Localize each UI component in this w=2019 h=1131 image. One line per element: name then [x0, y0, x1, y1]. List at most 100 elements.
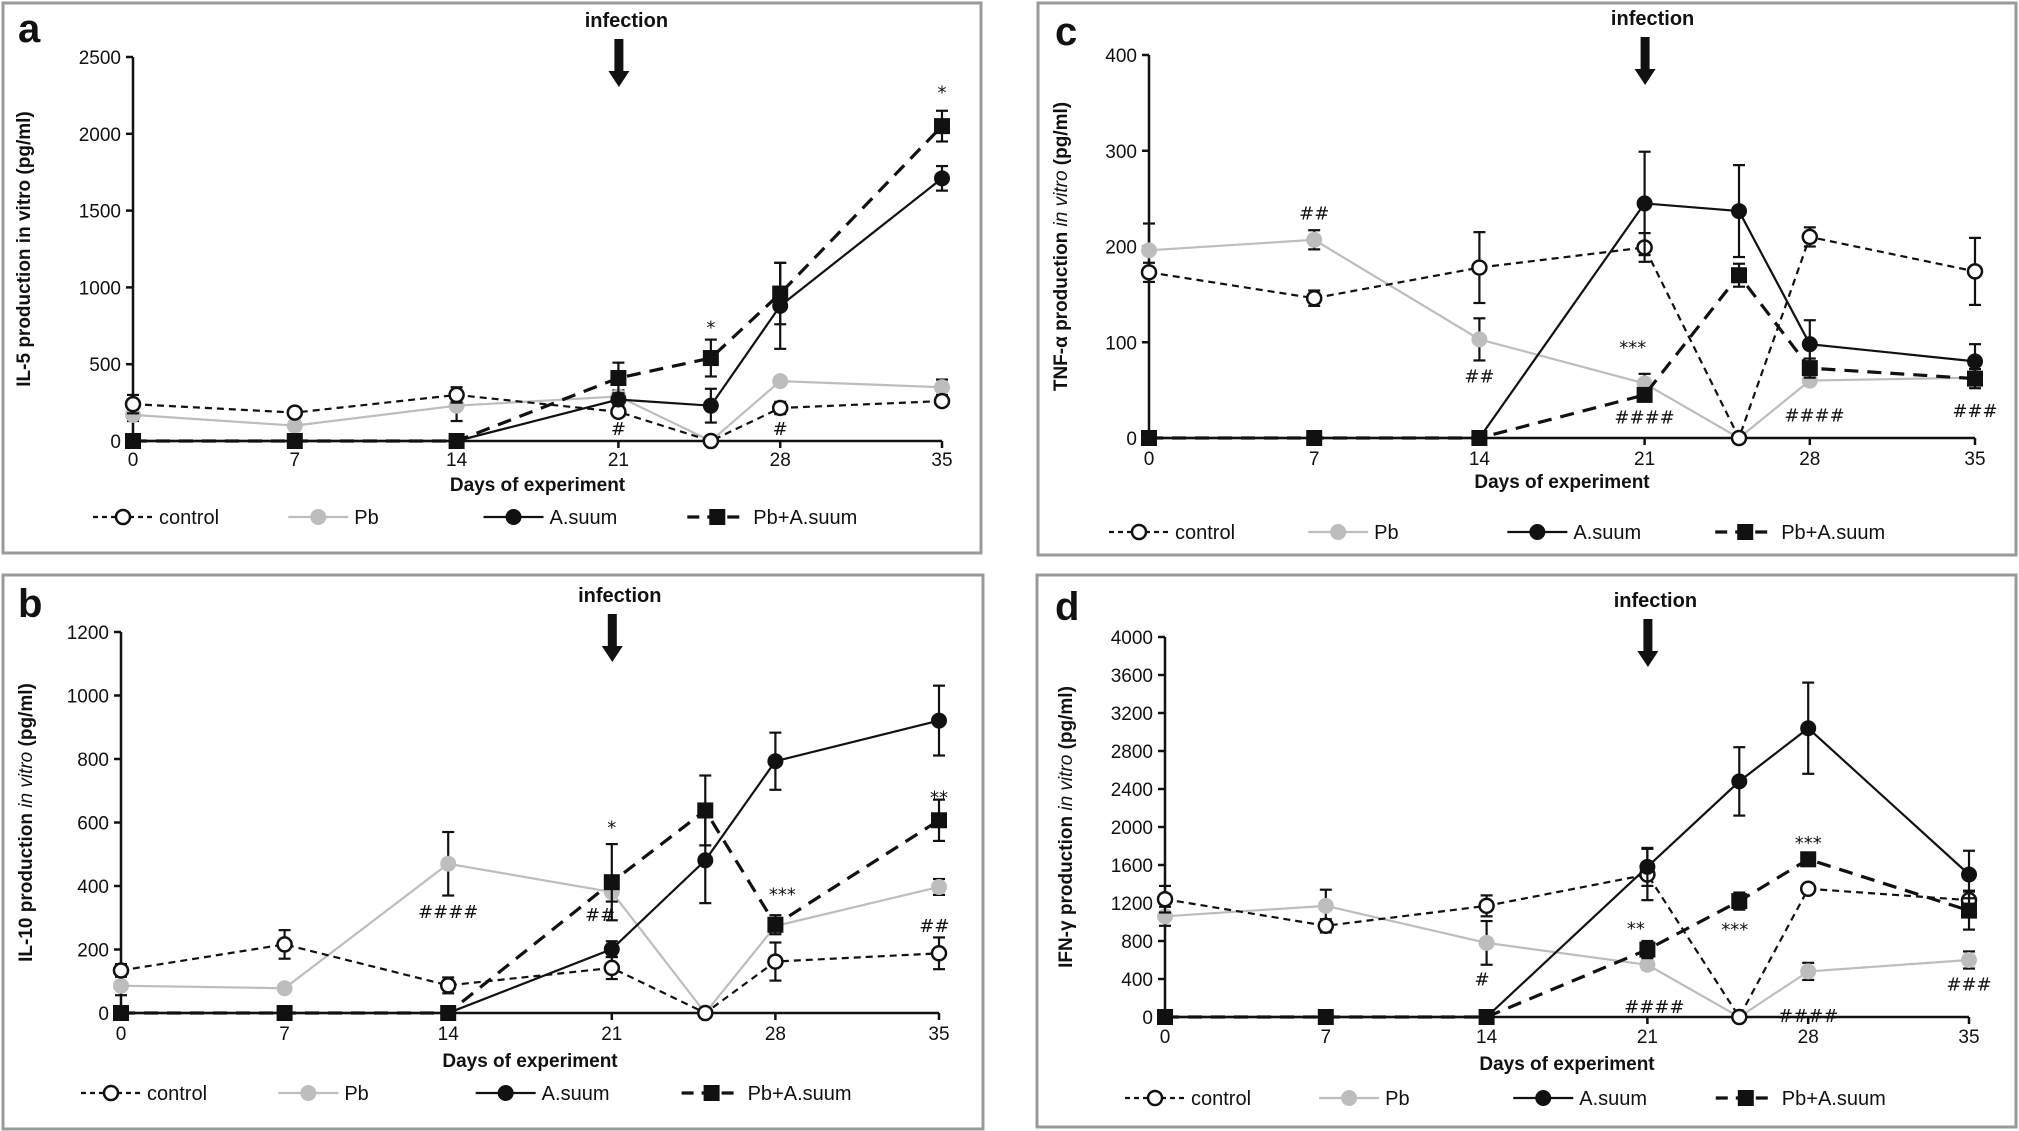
data-point: [1305, 289, 1323, 307]
x-tick-label: 0: [1160, 1027, 1171, 1048]
data-point: [286, 433, 303, 449]
legend-item-a-suum: A.suum: [483, 507, 617, 529]
data-point: [1141, 430, 1157, 446]
legend-label: A.suum: [542, 1083, 610, 1105]
infection-arrow-head-icon: [601, 646, 623, 662]
significance-label: **: [930, 787, 948, 808]
significance-label: ###: [1946, 974, 1991, 995]
y-tick-label: 3600: [1111, 666, 1153, 687]
data-point: [1317, 897, 1334, 914]
significance-label: **: [1627, 918, 1645, 939]
significance-label: ***: [1721, 919, 1748, 940]
data-point: [1800, 720, 1817, 737]
data-point: [610, 370, 627, 387]
significance-label: *: [938, 82, 947, 103]
legend-marker-icon: [703, 1085, 720, 1101]
data-point: [1478, 897, 1495, 915]
panel-letter: d: [1055, 585, 1079, 629]
legend-item-a-suum: A.suum: [1507, 522, 1641, 544]
legend-item-pb: Pb: [1319, 1088, 1410, 1110]
series-pb-a-suum: [1157, 851, 1977, 1025]
y-tick-label: 200: [77, 941, 109, 962]
data-point: [771, 399, 789, 417]
legend-item-pb: Pb: [288, 507, 379, 529]
significance-label: ####: [1784, 406, 1844, 427]
data-point: [125, 433, 141, 449]
infection-label: infection: [585, 10, 668, 32]
legend-marker-icon: [1737, 524, 1754, 540]
data-point: [767, 753, 784, 770]
data-point: [702, 432, 720, 450]
y-axis-title-part: IFN-γ production: [1056, 811, 1077, 968]
y-tick-label: 0: [98, 1004, 109, 1025]
data-point: [772, 285, 789, 302]
data-point: [1639, 858, 1656, 875]
x-tick-label: 35: [1964, 449, 1985, 470]
y-tick-label: 500: [89, 355, 121, 376]
legend-label: Pb+A.suum: [1781, 522, 1885, 544]
legend-label: control: [1191, 1088, 1251, 1110]
x-tick-label: 28: [765, 1024, 786, 1045]
y-tick-label: 2000: [1111, 818, 1153, 839]
panel-d: d 0 400 800 1200 1600 2000 2400 2800 3200 3600 4000…: [1035, 573, 2018, 1129]
significance-label: ***: [1619, 338, 1646, 359]
data-point: [112, 962, 130, 979]
panel-b: b 0 200 400 600 800 1000 1200 0 7 14 21 28 35 Days of …: [1, 573, 985, 1131]
data-point: [1141, 242, 1157, 259]
infection-arrow-shaft: [607, 614, 617, 648]
y-axis-title-part: in vitro: [1051, 170, 1072, 226]
x-tick-label: 7: [1321, 1027, 1332, 1048]
infection-arrow-shaft: [1643, 619, 1653, 653]
data-point: [1966, 263, 1984, 280]
x-tick-label: 21: [601, 1024, 622, 1045]
y-axis-title-part: IL-5 production in vitro (pg/ml): [14, 111, 35, 386]
legend-item-pb-a-suum: Pb+A.suum: [1715, 1088, 1886, 1110]
x-axis-title: Days of experiment: [1474, 472, 1650, 493]
legend-label: A.suum: [1579, 1088, 1647, 1110]
series-pb-a-suum: [1141, 262, 1983, 446]
significance-label: ###: [1952, 401, 1997, 422]
x-tick-label: 7: [290, 450, 301, 471]
y-tick-label: 2400: [1111, 780, 1153, 801]
infection-arrow-head-icon: [1637, 651, 1659, 667]
legend-marker-icon: [1529, 524, 1546, 540]
data-point: [934, 379, 950, 396]
legend-label: Pb: [354, 507, 378, 529]
data-point: [934, 118, 950, 135]
data-point: [1961, 902, 1977, 919]
data-point: [1156, 890, 1174, 908]
data-point: [1317, 1009, 1334, 1025]
data-point: [439, 977, 457, 994]
significance-label: ####: [1624, 997, 1684, 1018]
data-point: [1800, 851, 1817, 868]
legend-item-pb-a-suum: Pb+A.suum: [1715, 522, 1885, 544]
data-point: [1731, 267, 1747, 284]
data-point: [440, 1005, 457, 1021]
y-axis-title-part: IL-10 production: [16, 808, 37, 962]
data-point: [1636, 386, 1653, 403]
data-point: [1306, 430, 1323, 446]
data-point: [1639, 941, 1656, 958]
significance-label: ***: [769, 884, 796, 905]
x-tick-label: 7: [279, 1024, 290, 1045]
y-tick-label: 800: [77, 750, 109, 771]
y-tick-label: 0: [1126, 429, 1137, 450]
significance-label: *: [706, 317, 715, 338]
x-tick-label: 35: [928, 1024, 949, 1045]
significance-label: ##: [919, 916, 949, 937]
data-point: [124, 395, 142, 413]
infection-label: infection: [578, 585, 661, 607]
y-tick-label: 200: [1105, 238, 1137, 259]
significance-label: ####: [418, 902, 478, 923]
data-point: [1967, 353, 1983, 370]
significance-label: #: [611, 419, 626, 440]
data-point: [610, 391, 627, 408]
y-tick-label: 600: [77, 814, 109, 835]
x-axis-title: Days of experiment: [442, 1051, 618, 1072]
x-tick-label: 0: [116, 1024, 127, 1045]
x-tick-label: 28: [1799, 449, 1820, 470]
x-tick-label: 21: [608, 450, 629, 471]
data-point: [1306, 231, 1323, 248]
data-point: [1478, 1009, 1495, 1025]
data-point: [697, 852, 714, 869]
